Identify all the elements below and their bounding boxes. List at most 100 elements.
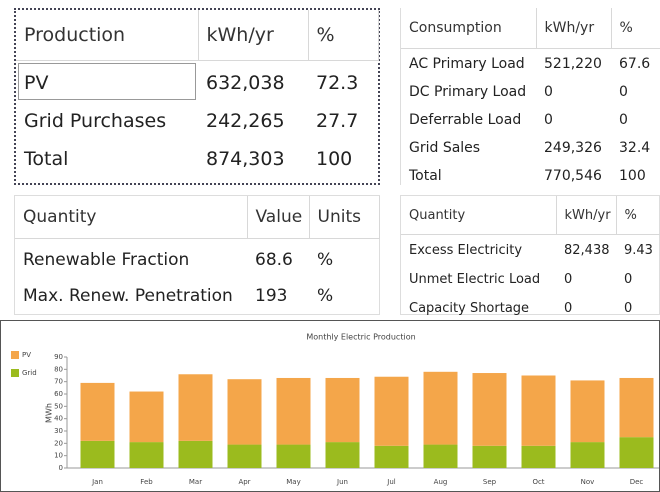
cell: AC Primary Load: [409, 56, 525, 72]
bar-segment: [227, 379, 262, 445]
bar-segment: [472, 373, 507, 446]
production-table: Production kWh/yr% PV 632,038 72.3 Grid Purch…: [14, 8, 380, 185]
bar-segment: [325, 377, 360, 443]
legend-swatch: [11, 351, 19, 359]
column-header: kWh/yr: [198, 10, 309, 61]
cell: 68.6: [255, 250, 293, 270]
row: PV 632,038 72.3: [16, 61, 378, 103]
x-tick-label: Feb: [140, 478, 153, 486]
cell: Grid Sales: [409, 140, 481, 156]
row: Renewable Fraction 68.6%: [15, 239, 379, 279]
cell: Grid Purchases: [24, 110, 167, 132]
bar-segment: [570, 442, 605, 468]
x-tick-label: Oct: [532, 478, 544, 486]
table: Quantity Value Units Renewable Fraction 68.6…: [15, 196, 380, 314]
column-header: %: [616, 196, 660, 235]
y-tick-label: 10: [54, 452, 63, 460]
cell: 0: [544, 112, 553, 128]
cell: Renewable Fraction: [23, 250, 190, 270]
column-header: Units: [309, 196, 380, 239]
row: Excess Electricity 82,438 9.43: [401, 235, 660, 266]
column-header: Consumption: [401, 8, 537, 49]
row: Capacity Shortage 0 0: [401, 294, 660, 323]
bar-segment: [80, 440, 115, 468]
cell: 0: [544, 84, 553, 100]
cell: 32.4: [619, 140, 651, 156]
cell: 72.3: [316, 72, 359, 94]
cell: Excess Electricity: [409, 243, 523, 258]
y-tick-label: 80: [54, 365, 63, 373]
x-tick-label: Dec: [630, 478, 644, 486]
chart: Monthly Electric Production MWh 0 10 20 30 4…: [0, 320, 660, 492]
column-header: Quantity: [15, 196, 248, 239]
header-row: Quantity kWh/yr%: [401, 196, 660, 235]
cell: 874,303: [206, 148, 285, 170]
cell: 100: [619, 168, 646, 184]
bar-segment: [423, 444, 458, 468]
consumption-table: Consumption kWh/yr% AC Primary Load 521,220…: [400, 8, 660, 185]
cell: 0: [619, 112, 628, 128]
cell: 67.6: [619, 56, 651, 72]
y-tick-label: 40: [54, 415, 63, 423]
bar-segment: [570, 380, 605, 443]
bar-segment: [423, 371, 458, 445]
cell: 0: [624, 272, 633, 287]
table: Production kWh/yr% PV 632,038 72.3 Grid Purch…: [16, 10, 379, 178]
bar-segment: [619, 437, 654, 468]
row: Total 874,303 100: [16, 140, 378, 178]
bar-segment: [521, 445, 556, 468]
y-tick-label: 50: [54, 402, 63, 410]
x-tick-label: Apr: [238, 478, 250, 486]
bar-segment: [325, 442, 360, 468]
cell: Total: [409, 168, 442, 184]
quantity2-table: Quantity kWh/yr% Excess Electricity 82,438 9…: [400, 195, 660, 316]
row: Max. Renew. Penetration 193%: [15, 278, 379, 314]
y-tick-label: 90: [54, 353, 63, 361]
bar-segment: [374, 376, 409, 446]
legend-swatch: [11, 369, 19, 377]
cell: Deferrable Load: [409, 112, 522, 128]
column-header: Value: [247, 196, 310, 239]
cell: 0: [619, 84, 628, 100]
row: Unmet Electric Load 0 0: [401, 265, 660, 294]
legend-label: Grid: [22, 369, 37, 377]
x-tick-label: Aug: [434, 478, 448, 486]
cell: %: [317, 250, 334, 270]
bar-segment: [227, 444, 262, 468]
x-tick-label: Sep: [483, 478, 497, 486]
row: Deferrable Load 0 0: [401, 106, 660, 134]
bar-segment: [178, 440, 213, 468]
bar-segment: [619, 377, 654, 438]
cell: 0: [624, 301, 633, 316]
cell: 100: [316, 148, 353, 170]
row: DC Primary Load 0 0: [401, 78, 660, 106]
bar-segment: [276, 444, 311, 468]
y-tick-label: 70: [54, 378, 63, 386]
y-tick-label: 0: [59, 464, 63, 472]
x-tick-label: Mar: [189, 478, 202, 486]
column-header: %: [611, 8, 660, 49]
x-tick-label: Nov: [581, 478, 595, 486]
cell: 521,220: [544, 56, 602, 72]
quantity-table: Quantity Value Units Renewable Fraction 68.6…: [14, 195, 380, 315]
bar-segment: [178, 374, 213, 441]
cell: 632,038: [206, 72, 285, 94]
chart-title: Monthly Electric Production: [306, 333, 415, 342]
cell: Unmet Electric Load: [409, 272, 541, 287]
bar-segment: [129, 391, 164, 443]
cell: Max. Renew. Penetration: [23, 286, 233, 306]
row: Total 770,546 100: [401, 162, 660, 190]
y-tick-label: 60: [54, 390, 63, 398]
y-tick-label: 20: [54, 439, 63, 447]
cell: 770,546: [544, 168, 602, 184]
cell: %: [317, 286, 334, 306]
x-tick-label: Jan: [91, 478, 103, 486]
column-header: kWh/yr: [556, 196, 617, 235]
bar-segment: [129, 442, 164, 468]
header-row: Production kWh/yr%: [16, 10, 379, 61]
cell: PV: [16, 61, 198, 103]
cell: Total: [24, 148, 69, 170]
row: Grid Purchases 242,265 27.7: [16, 102, 378, 140]
bar-segment: [521, 375, 556, 446]
